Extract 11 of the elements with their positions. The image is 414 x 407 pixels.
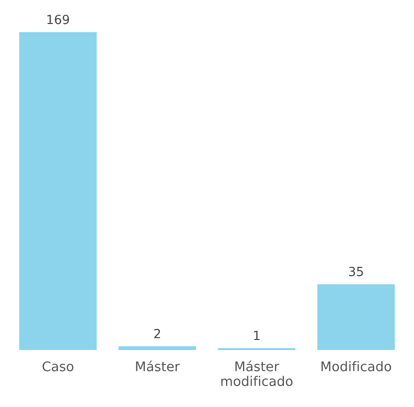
data-label: 1 xyxy=(254,330,260,340)
data-label: 2 xyxy=(154,328,160,338)
data-label: 35 xyxy=(349,266,363,276)
data-label: 169 xyxy=(47,14,70,24)
x-tick-label: Máster modificado xyxy=(221,360,292,386)
x-tick-label: Modificado xyxy=(322,361,392,372)
bar xyxy=(317,284,395,350)
bar xyxy=(118,346,196,350)
bar xyxy=(19,32,97,350)
x-tick-label: Máster xyxy=(136,360,180,372)
x-tick-label: Caso xyxy=(42,361,74,372)
